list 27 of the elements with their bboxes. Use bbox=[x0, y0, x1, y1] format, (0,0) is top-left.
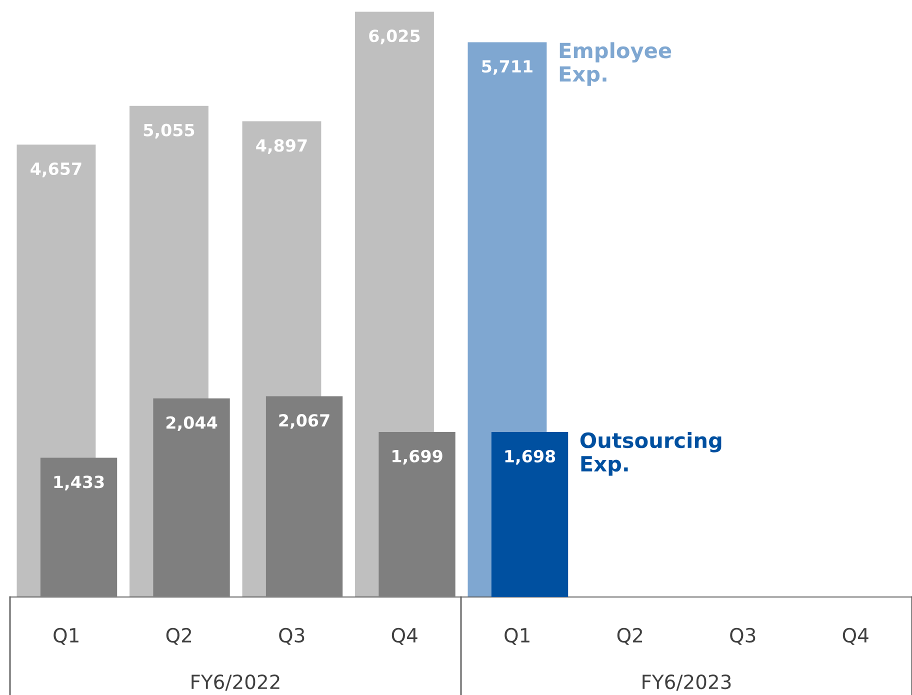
x-tick-label: Q1 bbox=[54, 628, 78, 645]
x-tick-label: Q4 bbox=[842, 628, 868, 645]
data-label: 4,897 bbox=[256, 139, 307, 154]
text: FY6/2023 bbox=[642, 674, 731, 691]
series-label: Outsourcing Exp. bbox=[580, 432, 722, 476]
bar bbox=[491, 432, 568, 597]
data-label: 1,699 bbox=[392, 450, 442, 465]
x-tick-label: Q1 bbox=[504, 628, 530, 645]
bar bbox=[153, 398, 230, 597]
data-label: 4,657 bbox=[30, 162, 82, 178]
x-tick-label: Q3 bbox=[730, 628, 756, 645]
x-tick-label: Q3 bbox=[279, 628, 304, 645]
data-label: 5,711 bbox=[482, 60, 532, 75]
x-tick-label: Q2 bbox=[617, 628, 642, 645]
data-label: 5,055 bbox=[144, 124, 194, 139]
bar bbox=[40, 458, 118, 597]
data-label: 2,044 bbox=[166, 416, 218, 432]
series-label: Employee Exp. bbox=[560, 42, 672, 86]
data-label: 6,025 bbox=[369, 30, 420, 44]
bar bbox=[266, 396, 343, 597]
data-label: 2,067 bbox=[279, 414, 330, 429]
bar bbox=[378, 432, 456, 597]
x-tick-label: Q2 bbox=[166, 628, 192, 645]
data-label: 1,698 bbox=[505, 450, 556, 465]
x-tick-label: Q4 bbox=[392, 628, 418, 645]
data-label: 1,433 bbox=[54, 476, 104, 490]
text: FY6/2022 bbox=[192, 674, 280, 691]
